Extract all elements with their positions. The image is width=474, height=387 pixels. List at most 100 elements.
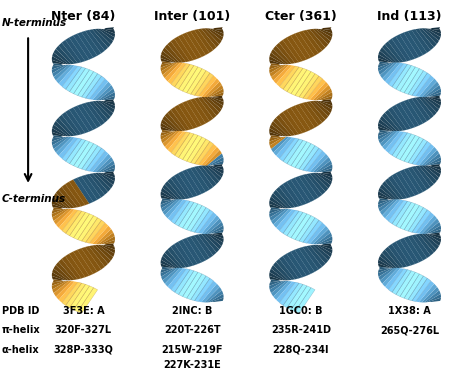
Polygon shape bbox=[291, 178, 310, 204]
Polygon shape bbox=[419, 147, 437, 166]
Polygon shape bbox=[187, 137, 206, 163]
Polygon shape bbox=[299, 103, 319, 128]
Polygon shape bbox=[168, 200, 186, 221]
Polygon shape bbox=[59, 137, 78, 159]
Text: 2INC: B: 2INC: B bbox=[172, 306, 212, 316]
Polygon shape bbox=[198, 281, 217, 302]
Polygon shape bbox=[276, 65, 295, 87]
Polygon shape bbox=[182, 170, 201, 195]
Polygon shape bbox=[65, 110, 85, 134]
Polygon shape bbox=[379, 131, 395, 144]
Polygon shape bbox=[89, 245, 108, 267]
Polygon shape bbox=[165, 131, 183, 150]
Polygon shape bbox=[295, 104, 315, 130]
Polygon shape bbox=[382, 250, 400, 268]
Polygon shape bbox=[54, 209, 72, 224]
Polygon shape bbox=[102, 168, 115, 172]
Polygon shape bbox=[320, 168, 332, 172]
Polygon shape bbox=[204, 234, 221, 250]
Polygon shape bbox=[378, 195, 391, 199]
Polygon shape bbox=[186, 100, 206, 125]
Polygon shape bbox=[270, 52, 286, 64]
Polygon shape bbox=[404, 31, 423, 57]
Polygon shape bbox=[279, 40, 299, 63]
Polygon shape bbox=[428, 234, 441, 239]
Polygon shape bbox=[52, 56, 66, 64]
Polygon shape bbox=[273, 65, 292, 84]
Polygon shape bbox=[165, 268, 183, 287]
Polygon shape bbox=[283, 110, 302, 134]
Polygon shape bbox=[211, 97, 224, 102]
Polygon shape bbox=[98, 245, 115, 257]
Polygon shape bbox=[92, 82, 111, 100]
Polygon shape bbox=[283, 211, 303, 236]
Text: 3F3E: A: 3F3E: A bbox=[63, 306, 104, 316]
Polygon shape bbox=[428, 298, 441, 302]
Polygon shape bbox=[194, 235, 213, 258]
Polygon shape bbox=[56, 137, 74, 156]
Text: 1GC0: B: 1GC0: B bbox=[279, 306, 322, 316]
Polygon shape bbox=[283, 139, 303, 164]
Polygon shape bbox=[415, 234, 434, 255]
Polygon shape bbox=[276, 187, 295, 208]
Polygon shape bbox=[273, 262, 292, 280]
Polygon shape bbox=[378, 200, 392, 208]
Polygon shape bbox=[85, 102, 105, 125]
Polygon shape bbox=[164, 250, 183, 268]
Polygon shape bbox=[392, 201, 411, 226]
Polygon shape bbox=[213, 233, 223, 235]
Polygon shape bbox=[82, 74, 101, 98]
Polygon shape bbox=[100, 29, 115, 37]
Polygon shape bbox=[310, 154, 328, 172]
Polygon shape bbox=[388, 132, 408, 155]
Polygon shape bbox=[95, 173, 113, 188]
Polygon shape bbox=[53, 63, 63, 66]
Polygon shape bbox=[427, 294, 441, 302]
Polygon shape bbox=[161, 256, 177, 268]
Polygon shape bbox=[280, 282, 299, 305]
Polygon shape bbox=[161, 119, 177, 131]
Polygon shape bbox=[422, 150, 439, 166]
Polygon shape bbox=[415, 29, 434, 50]
Polygon shape bbox=[168, 63, 186, 84]
Polygon shape bbox=[62, 112, 81, 135]
Polygon shape bbox=[54, 281, 72, 296]
Polygon shape bbox=[318, 164, 332, 172]
Polygon shape bbox=[92, 226, 111, 244]
Polygon shape bbox=[276, 209, 295, 231]
Polygon shape bbox=[161, 195, 173, 199]
Polygon shape bbox=[204, 218, 222, 234]
Polygon shape bbox=[283, 67, 303, 92]
Polygon shape bbox=[92, 101, 111, 120]
Polygon shape bbox=[213, 96, 223, 98]
Polygon shape bbox=[171, 107, 190, 130]
Polygon shape bbox=[378, 63, 391, 68]
Polygon shape bbox=[269, 204, 282, 208]
Polygon shape bbox=[161, 62, 171, 64]
Polygon shape bbox=[291, 214, 311, 240]
Polygon shape bbox=[396, 34, 415, 60]
Polygon shape bbox=[161, 130, 171, 133]
Polygon shape bbox=[303, 76, 322, 99]
Polygon shape bbox=[62, 138, 82, 161]
Polygon shape bbox=[198, 234, 217, 255]
Polygon shape bbox=[85, 220, 105, 243]
Polygon shape bbox=[52, 276, 64, 281]
Polygon shape bbox=[271, 65, 289, 80]
Polygon shape bbox=[424, 85, 440, 97]
Polygon shape bbox=[295, 144, 315, 169]
Polygon shape bbox=[66, 67, 85, 92]
Polygon shape bbox=[430, 233, 440, 235]
Polygon shape bbox=[175, 64, 194, 89]
Polygon shape bbox=[404, 274, 423, 300]
Polygon shape bbox=[198, 29, 217, 50]
Polygon shape bbox=[271, 265, 289, 281]
Polygon shape bbox=[396, 202, 415, 228]
Polygon shape bbox=[58, 43, 78, 64]
Polygon shape bbox=[283, 182, 302, 206]
Polygon shape bbox=[400, 101, 419, 127]
Polygon shape bbox=[209, 234, 224, 243]
Polygon shape bbox=[270, 137, 286, 149]
Polygon shape bbox=[73, 34, 93, 60]
Polygon shape bbox=[312, 173, 330, 188]
